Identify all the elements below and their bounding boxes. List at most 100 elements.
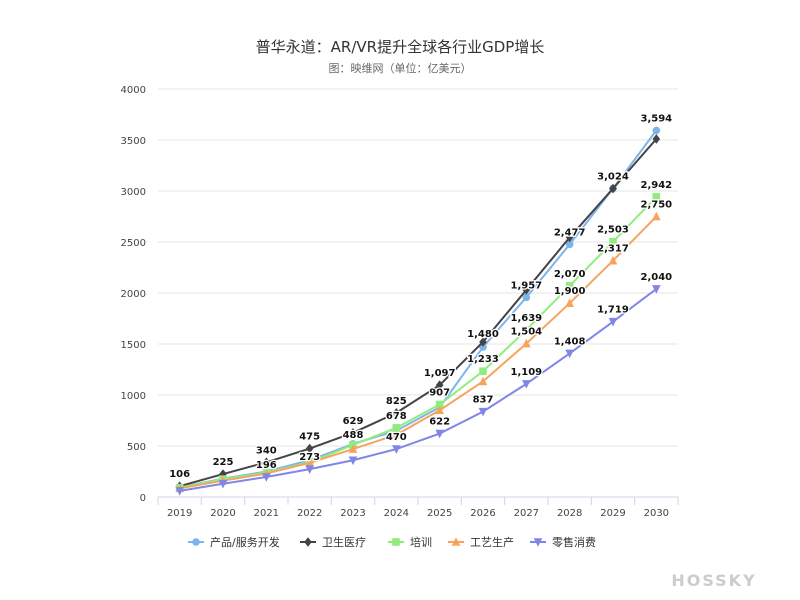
series-line <box>179 196 658 489</box>
data-point <box>652 126 661 135</box>
data-point <box>218 479 228 489</box>
data-point <box>479 337 487 347</box>
data-label: 1,639 <box>511 313 543 324</box>
data-label: 470 <box>386 432 407 443</box>
x-axis: 2019 2020 2021 2022 2023 2024 2025 2026 2027 2028… <box>157 496 679 519</box>
data-label: 2,317 <box>597 244 629 255</box>
data-point <box>392 445 401 454</box>
data-label: 1,233 <box>467 354 499 365</box>
data-point <box>478 407 488 417</box>
data-point <box>522 293 531 302</box>
data-point <box>349 428 357 438</box>
data-label: 1,097 <box>424 368 456 379</box>
watermark: HOSSKY <box>671 571 756 590</box>
x-tick-label: 2027 <box>514 508 539 519</box>
y-tick-label: 2000 <box>121 289 146 300</box>
x-tick-label: 2025 <box>427 508 452 519</box>
x-tick-label: 2024 <box>384 508 409 519</box>
legend-label: 培训 <box>410 535 432 549</box>
legend-item[interactable]: 工艺生产 <box>448 535 514 549</box>
series-line <box>179 288 657 492</box>
x-tick-label: 2026 <box>470 508 495 519</box>
data-label: 2,750 <box>641 200 673 211</box>
data-point <box>565 240 574 249</box>
data-point <box>175 487 184 496</box>
data-point <box>305 458 314 467</box>
series-line <box>179 138 658 488</box>
y-tick-label: 500 <box>127 442 146 453</box>
data-point <box>262 457 271 468</box>
legend-marker <box>392 538 400 546</box>
data-point <box>608 255 618 265</box>
legend-label: 卫生医疗 <box>322 535 366 549</box>
grid <box>158 88 678 498</box>
legend-marker <box>533 538 543 547</box>
data-label: 225 <box>213 457 234 468</box>
data-point <box>219 469 227 479</box>
y-tick-label: 4000 <box>121 85 146 96</box>
data-point <box>305 465 314 474</box>
data-label: 678 <box>386 411 407 422</box>
x-tick-label: 2029 <box>600 508 625 519</box>
data-label: 488 <box>343 430 364 441</box>
data-label: 475 <box>299 432 320 443</box>
x-tick-label: 2030 <box>644 508 669 519</box>
data-point <box>565 298 574 307</box>
data-label: 1,957 <box>511 280 543 291</box>
x-tick-label: 2023 <box>340 508 365 519</box>
y-tick-label: 1000 <box>121 391 146 402</box>
data-point <box>435 429 444 439</box>
data-label: 1,900 <box>554 286 586 297</box>
data-label: 3,594 <box>641 113 673 124</box>
data-label: 907 <box>429 387 450 398</box>
legend-label: 产品/服务开发 <box>210 535 280 549</box>
legend-label: 零售消费 <box>552 535 596 549</box>
data-point <box>479 367 487 376</box>
data-label: 340 <box>256 445 277 456</box>
data-point <box>435 405 444 415</box>
legend-item[interactable]: 卫生医疗 <box>300 535 366 549</box>
x-tick-label: 2028 <box>557 508 582 519</box>
legend[interactable]: 产品/服务开发 卫生医疗 培训 工艺生产 零售消费 <box>188 535 596 549</box>
legend-item[interactable]: 培训 <box>388 535 432 549</box>
y-tick-label: 0 <box>140 493 146 504</box>
data-label: 825 <box>386 396 407 407</box>
data-label: 1,408 <box>554 336 586 347</box>
data-point <box>305 443 314 454</box>
data-point <box>522 326 531 334</box>
data-point <box>609 237 617 246</box>
data-label: 2,503 <box>597 225 629 236</box>
data-label: 837 <box>473 395 494 406</box>
data-point <box>522 338 531 348</box>
series-group <box>175 126 661 496</box>
chart-title: 普华永道：AR/VR提升全球各行业GDP增长 <box>256 38 545 56</box>
data-label: 2,477 <box>554 227 586 238</box>
data-point <box>348 444 358 453</box>
data-point <box>435 380 444 390</box>
data-point <box>435 400 444 409</box>
data-label: 3,024 <box>597 172 629 183</box>
data-point <box>478 376 488 386</box>
data-label: 622 <box>429 417 450 428</box>
legend-item[interactable]: 零售消费 <box>530 535 596 549</box>
data-point <box>565 282 574 290</box>
data-label: 106 <box>169 469 190 480</box>
data-label: 196 <box>256 460 277 471</box>
data-label: 1,504 <box>511 327 543 338</box>
chart-subtitle: 图：映维网（单位：亿美元） <box>329 61 472 75</box>
series-line <box>179 215 658 490</box>
y-tick-label: 1500 <box>121 340 146 351</box>
data-point <box>392 424 401 432</box>
data-point <box>392 408 401 418</box>
series-line <box>179 129 658 489</box>
data-point <box>652 134 661 144</box>
data-point <box>392 429 401 439</box>
data-labels: 106 225 340 196 475 273 629 488 825 678 470 1,097 90… <box>168 112 673 481</box>
legend-item[interactable]: 产品/服务开发 <box>188 535 280 549</box>
x-tick-label: 2020 <box>210 508 235 519</box>
data-point <box>608 317 618 327</box>
x-tick-label: 2019 <box>167 508 192 519</box>
data-point <box>522 380 531 389</box>
legend-marker <box>451 537 461 546</box>
